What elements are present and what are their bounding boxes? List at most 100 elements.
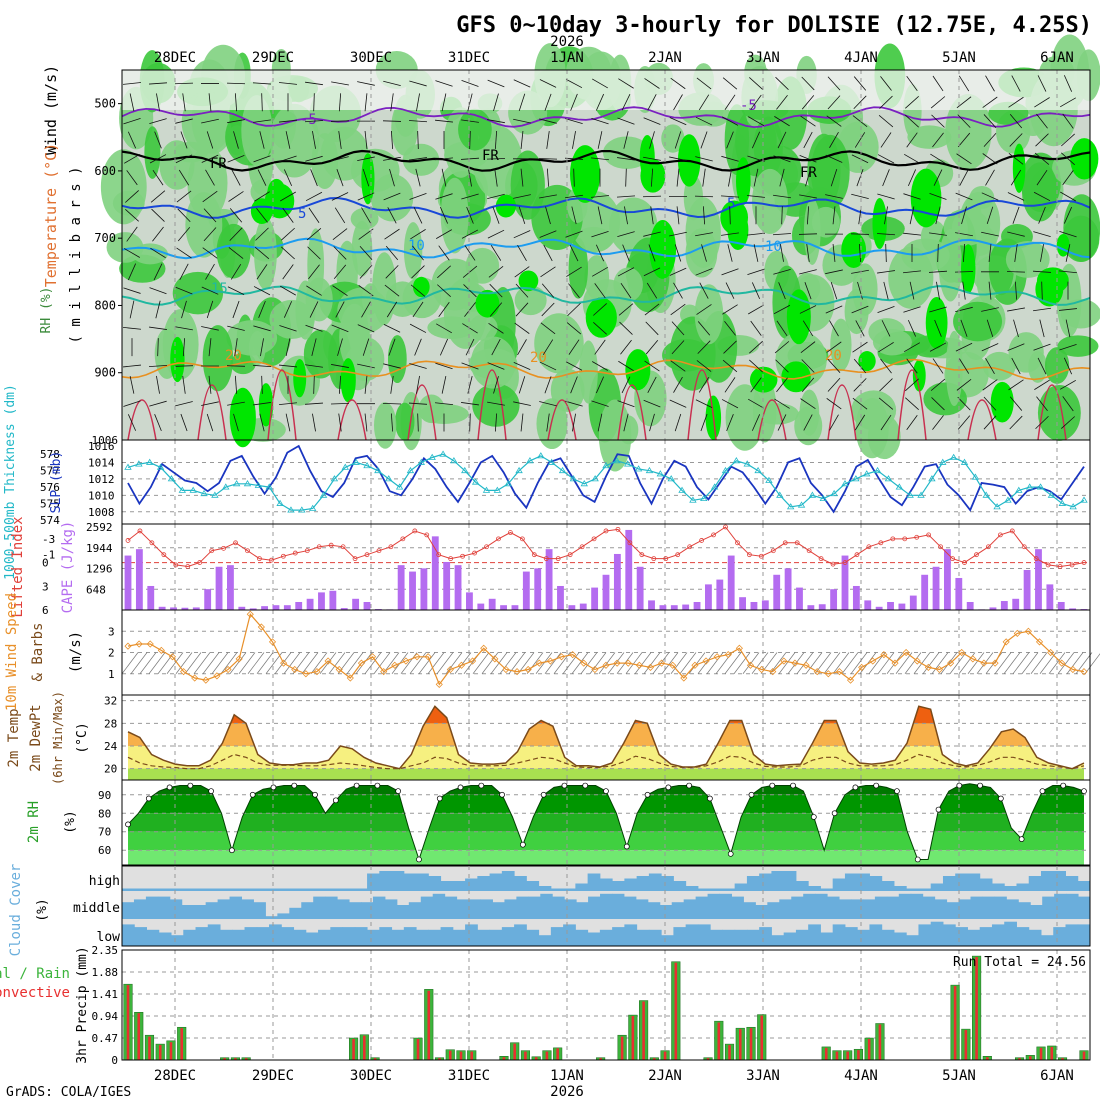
rh-marker	[998, 795, 1004, 802]
wind-barb	[646, 282, 658, 299]
wind-marker	[780, 657, 788, 665]
cloud-cell	[145, 896, 159, 919]
wind-barb	[670, 77, 686, 90]
wind-barb	[438, 301, 450, 318]
rh-marker	[457, 784, 464, 791]
wind-barb	[174, 365, 194, 367]
rh-frame	[121, 779, 1091, 866]
temp-label-2: 2m DewPt	[28, 704, 44, 771]
li-marker	[472, 550, 477, 556]
wind-barb	[798, 233, 818, 235]
thickness-marker	[189, 486, 197, 493]
thickness-marker	[515, 466, 523, 474]
li-marker	[615, 526, 621, 532]
wind-barb	[409, 193, 427, 200]
cloud-cell	[722, 929, 736, 946]
wind-barb	[156, 93, 160, 112]
convective-bar	[846, 1051, 849, 1060]
li-marker	[758, 553, 764, 559]
thickness-marker	[493, 486, 502, 493]
wind-tick: 3	[108, 625, 115, 638]
wind-barb	[1033, 343, 1051, 351]
wind-barb	[304, 402, 324, 405]
cloud-cell	[504, 899, 517, 919]
li-marker	[400, 536, 406, 542]
wind-barb	[856, 169, 864, 187]
wind-barb	[338, 413, 342, 432]
wind-barb	[982, 96, 998, 108]
convective-bar	[738, 1029, 742, 1060]
wind-barb	[851, 269, 869, 274]
wind-barb	[748, 116, 764, 126]
li-marker	[914, 534, 920, 540]
ytick-label: 700	[94, 231, 116, 245]
wind-marker	[224, 665, 232, 674]
cloud-cell	[313, 896, 326, 919]
rh-high-patch	[413, 276, 430, 298]
wind-barb	[280, 285, 296, 296]
cloud-cell	[611, 893, 625, 919]
cloud-cell	[1040, 871, 1054, 891]
wind-barb	[201, 118, 219, 124]
wind-barb	[382, 402, 402, 405]
thickness-marker	[667, 475, 675, 482]
wind-barb	[696, 304, 712, 315]
convective-bar	[1082, 1051, 1086, 1060]
cloud-cell	[673, 927, 687, 946]
wind-barb	[331, 364, 349, 368]
wind-barb	[806, 206, 810, 225]
cloud-label-units: (%)	[35, 898, 50, 921]
cape-bar	[522, 571, 530, 610]
wind-barb	[1007, 231, 1025, 237]
wind-barb	[435, 362, 453, 370]
wind-barb	[388, 338, 396, 356]
wind-barb	[437, 265, 451, 279]
thickness-marker	[352, 458, 360, 465]
wind-barb	[805, 168, 811, 187]
cloud-cell	[550, 927, 564, 946]
wind-marker	[391, 661, 399, 669]
convective-bar	[169, 1042, 173, 1060]
cape-bar	[955, 577, 963, 610]
cape-bar	[454, 565, 462, 610]
rh-patch	[458, 108, 492, 151]
wind-barb	[331, 81, 349, 86]
rh-patch	[851, 390, 897, 431]
li-marker	[1033, 556, 1039, 562]
li-marker	[137, 528, 143, 534]
cloud-cell	[685, 886, 699, 891]
cape-bar	[944, 549, 951, 610]
wind-hatch	[751, 652, 769, 674]
wind-barb	[330, 402, 350, 405]
cape-bar	[875, 606, 883, 610]
wind-barb	[749, 340, 763, 354]
rh-marker	[270, 784, 277, 791]
cloud-cell	[803, 893, 816, 919]
wind-barb	[986, 206, 994, 224]
cape-bar	[1046, 584, 1054, 610]
wind-barb	[539, 79, 557, 88]
wind-marker	[791, 659, 799, 667]
wind-barb	[488, 265, 504, 278]
wind-barb	[906, 75, 918, 91]
cloud-cell	[683, 899, 697, 919]
wind-marker	[724, 651, 732, 659]
wind-barb	[957, 114, 971, 128]
cloud-cell	[122, 902, 135, 919]
cloud-cell	[403, 873, 417, 891]
cape-bar	[466, 592, 473, 610]
wind-marker	[602, 661, 610, 669]
cloud-cell	[647, 902, 661, 919]
li-tick: -3	[42, 533, 55, 546]
cloud-cell	[1028, 929, 1042, 946]
wind-barb	[643, 117, 661, 125]
thickness-marker	[156, 463, 165, 470]
contour-25	[617, 384, 647, 441]
wind-barb	[1007, 192, 1025, 201]
wind-barb	[546, 413, 550, 432]
wind-barb	[958, 358, 970, 374]
cape-bar	[1000, 601, 1008, 610]
year-label-bottom: 2026	[550, 1084, 584, 1100]
wind-barb	[1014, 281, 1018, 300]
wind-barb	[308, 264, 320, 280]
